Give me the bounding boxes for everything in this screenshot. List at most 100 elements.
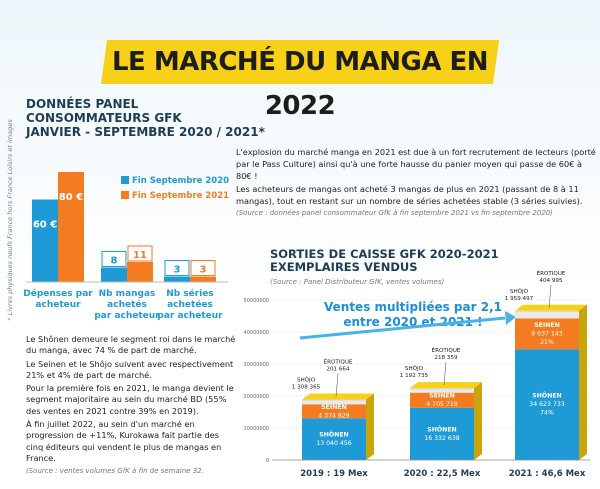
segment-label: 4 374 829 [318, 412, 350, 419]
x-category-label: 2019 : 19 Mex [300, 469, 368, 479]
segment-label: 4 705 719 [426, 401, 458, 408]
growth-arrow [299, 316, 506, 340]
shojo-value: 1 308 365 [292, 384, 321, 390]
bar-segment [515, 318, 579, 350]
bar [101, 267, 127, 282]
data-label: 11 [133, 250, 147, 261]
bar-segment [410, 392, 474, 408]
sorties-title-line1: SORTIES DE CAISSE GFK 2020-2021 [270, 247, 499, 261]
x-category-label: 2020 : 22,5 Mex [404, 469, 481, 479]
segment-label: 74% [540, 410, 554, 417]
legend-label: Fin Septembre 2020 [132, 176, 229, 186]
category-label: Dépenses par acheteur [23, 288, 93, 310]
y-tick-label: 10000000 [244, 426, 269, 432]
segment-label: SEINEN [429, 393, 455, 400]
y-tick-label: 20000000 [244, 394, 269, 400]
erotique-name: ÉROTIQUE [432, 346, 461, 354]
segment-label: SEINEN [534, 322, 560, 329]
bar [127, 262, 153, 282]
growth-arrow-head [505, 311, 516, 325]
shojo-name: SHÔJO [405, 365, 424, 372]
segment-label: 9 637 143 [531, 330, 563, 337]
bar-top [410, 382, 482, 389]
intro-text: L'explosion du marché manga en 2021 est … [236, 146, 596, 219]
label-box [127, 245, 153, 262]
growth-callout: Ventes multipliées par 2,1 entre 2020 et… [318, 300, 508, 330]
bar-segment [302, 400, 366, 405]
erotique-name: ÉROTIQUE [324, 357, 353, 365]
erotique-leader [548, 284, 552, 308]
market-paragraph-4: À fin juillet 2022, au sein d'un marché … [26, 419, 222, 463]
shojo-value: 1 192 735 [400, 373, 429, 379]
legend-swatch [121, 191, 129, 199]
bar-side [579, 304, 587, 460]
segment-label: SHÔNEN [319, 430, 348, 439]
segment-label: SHÔNEN [532, 391, 561, 400]
erotique-value: 218 359 [434, 355, 458, 361]
sorties-source: (Source : Panel Distributeur GfK, ventes… [270, 278, 445, 286]
segment-label: 13 040 456 [316, 440, 351, 447]
bar [32, 199, 58, 282]
intro-paragraph-1: L'explosion du marché manga en 2021 est … [236, 147, 596, 182]
bar-segment [410, 388, 474, 390]
label-box [190, 260, 216, 277]
label-box [164, 260, 190, 277]
bar-segment [515, 349, 579, 460]
callout-line2: entre 2020 et 2021 ! [343, 315, 483, 329]
bar-segment [515, 312, 579, 319]
data-label: 80 € [59, 192, 83, 203]
bar-side [366, 393, 374, 460]
panel-title: DONNÉES PANEL CONSOMMATEURS GFK JANVIER … [26, 97, 266, 139]
panel-title-line1: DONNÉES PANEL CONSOMMATEURS GFK [26, 97, 182, 125]
erotique-name: ÉROTIQUE [537, 269, 566, 277]
data-label: 3 [174, 265, 181, 276]
sorties-title: SORTIES DE CAISSE GFK 2020-2021 EXEMPLAI… [270, 248, 570, 274]
market-text: Le Shônen demeure le segment roi dans le… [26, 334, 236, 480]
bar-segment [302, 404, 366, 419]
data-label: 60 € [33, 220, 57, 231]
shojo-value: 1 959 497 [505, 296, 534, 302]
market-source: (Source : ventes volumes GfK à fin de se… [26, 467, 204, 476]
bar-segment [302, 399, 366, 401]
erotique-leader [335, 373, 339, 397]
segment-label: 21% [540, 339, 554, 346]
legend-swatch [121, 176, 129, 184]
erotique-leader [443, 362, 447, 386]
y-tick-label: 40000000 [244, 330, 269, 336]
title-banner: LE MARCHÉ DU MANGA EN 2022 [100, 40, 500, 121]
segment-label: SHÔNEN [427, 424, 456, 433]
segment-label: 16 332 638 [424, 435, 459, 442]
erotique-value: 201 664 [326, 366, 350, 372]
label-box [101, 250, 127, 267]
bar [58, 172, 84, 282]
callout-line1: Ventes multipliées par 2,1 [324, 300, 502, 314]
legend-label: Fin Septembre 2021 [132, 191, 229, 201]
market-paragraph-3: Pour la première fois en 2021, le manga … [26, 383, 234, 416]
y-tick-label: 50000000 [244, 298, 269, 304]
shojo-name: SHÔJO [297, 376, 316, 383]
category-label: Nb séries achetées par acheteur [157, 288, 223, 321]
bar-top [302, 393, 374, 400]
market-paragraph-1: Le Shônen demeure le segment roi dans le… [26, 334, 236, 356]
panel-title-line2: JANVIER - SEPTEMBRE 2020 / 2021* [26, 125, 265, 139]
market-paragraph-2: Le Seinen et le Shôjo suivent avec respe… [26, 358, 234, 380]
bar-segment [515, 310, 579, 313]
bar-side [474, 382, 482, 460]
segment-label: 34 623 733 [529, 401, 564, 408]
sorties-title-line2: EXEMPLAIRES VENDUS [270, 260, 418, 274]
intro-source: (Source : données panel consommateur GfK… [236, 209, 553, 218]
bar-top [515, 304, 587, 311]
shojo-name: SHÔJO [510, 288, 529, 295]
bar [190, 276, 216, 282]
bar [164, 276, 190, 282]
erotique-value: 404 995 [539, 278, 563, 284]
bar-segment [302, 418, 366, 460]
page-title: LE MARCHÉ DU MANGA EN 2022 [111, 47, 489, 121]
data-label: 3 [200, 265, 207, 276]
intro-paragraph-2: Les acheteurs de mangas ont acheté 3 man… [236, 183, 583, 206]
y-tick-label: 0 [266, 458, 269, 464]
bar-segment [410, 388, 474, 393]
category-label: Nb mangas achetés par acheteur [94, 289, 160, 321]
